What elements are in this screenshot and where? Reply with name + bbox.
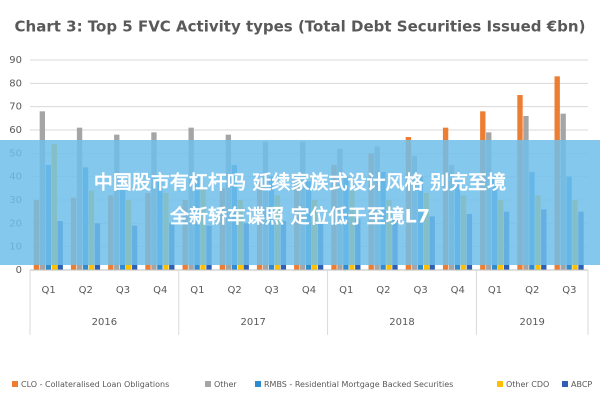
y-tick-label: 70 — [9, 102, 22, 113]
overlay-text: 全新轿车谍照 定位低于至境L7 — [169, 205, 430, 228]
x-tick-label: Q2 — [376, 285, 390, 296]
x-tick-label: Q3 — [116, 285, 130, 296]
year-label: 2017 — [240, 317, 265, 328]
x-tick-label: Q1 — [190, 285, 204, 296]
year-label: 2018 — [389, 317, 414, 328]
legend-swatch — [562, 381, 568, 387]
x-tick-label: Q2 — [79, 285, 93, 296]
x-tick-label: Q2 — [525, 285, 539, 296]
legend-label: RMBS - Residential Mortgage Backed Secur… — [264, 380, 453, 389]
x-tick-label: Q3 — [265, 285, 279, 296]
y-tick-label: 90 — [9, 55, 22, 66]
x-tick-label: Q2 — [227, 285, 241, 296]
x-tick-label: Q3 — [562, 285, 576, 296]
legend-swatch — [497, 381, 503, 387]
legend-label: ABCP — [571, 380, 592, 389]
x-tick-label: Q1 — [339, 285, 353, 296]
x-tick-label: Q4 — [153, 285, 167, 296]
y-tick-label: 0 — [16, 265, 22, 276]
chart-title: Chart 3: Top 5 FVC Activity types (Total… — [15, 18, 586, 36]
x-tick-label: Q4 — [451, 285, 465, 296]
y-tick-label: 80 — [9, 78, 22, 89]
overlay-banner — [0, 140, 600, 265]
x-tick-label: Q1 — [488, 285, 502, 296]
year-label: 2019 — [519, 317, 544, 328]
legend-swatch — [12, 381, 18, 387]
x-tick-label: Q3 — [413, 285, 427, 296]
year-label: 2016 — [92, 317, 117, 328]
legend-swatch — [255, 381, 261, 387]
y-tick-label: 60 — [9, 125, 22, 136]
legend-label: CLO - Collateralised Loan Obligations — [21, 380, 169, 389]
x-tick-label: Q4 — [302, 285, 316, 296]
legend-swatch — [205, 381, 211, 387]
overlay-text: 中国股市有杠杆吗 延续家族式设计风格 别克至境 — [94, 171, 506, 194]
legend-label: Other — [214, 380, 237, 389]
legend-label: Other CDO — [506, 380, 549, 389]
x-tick-label: Q1 — [41, 285, 55, 296]
